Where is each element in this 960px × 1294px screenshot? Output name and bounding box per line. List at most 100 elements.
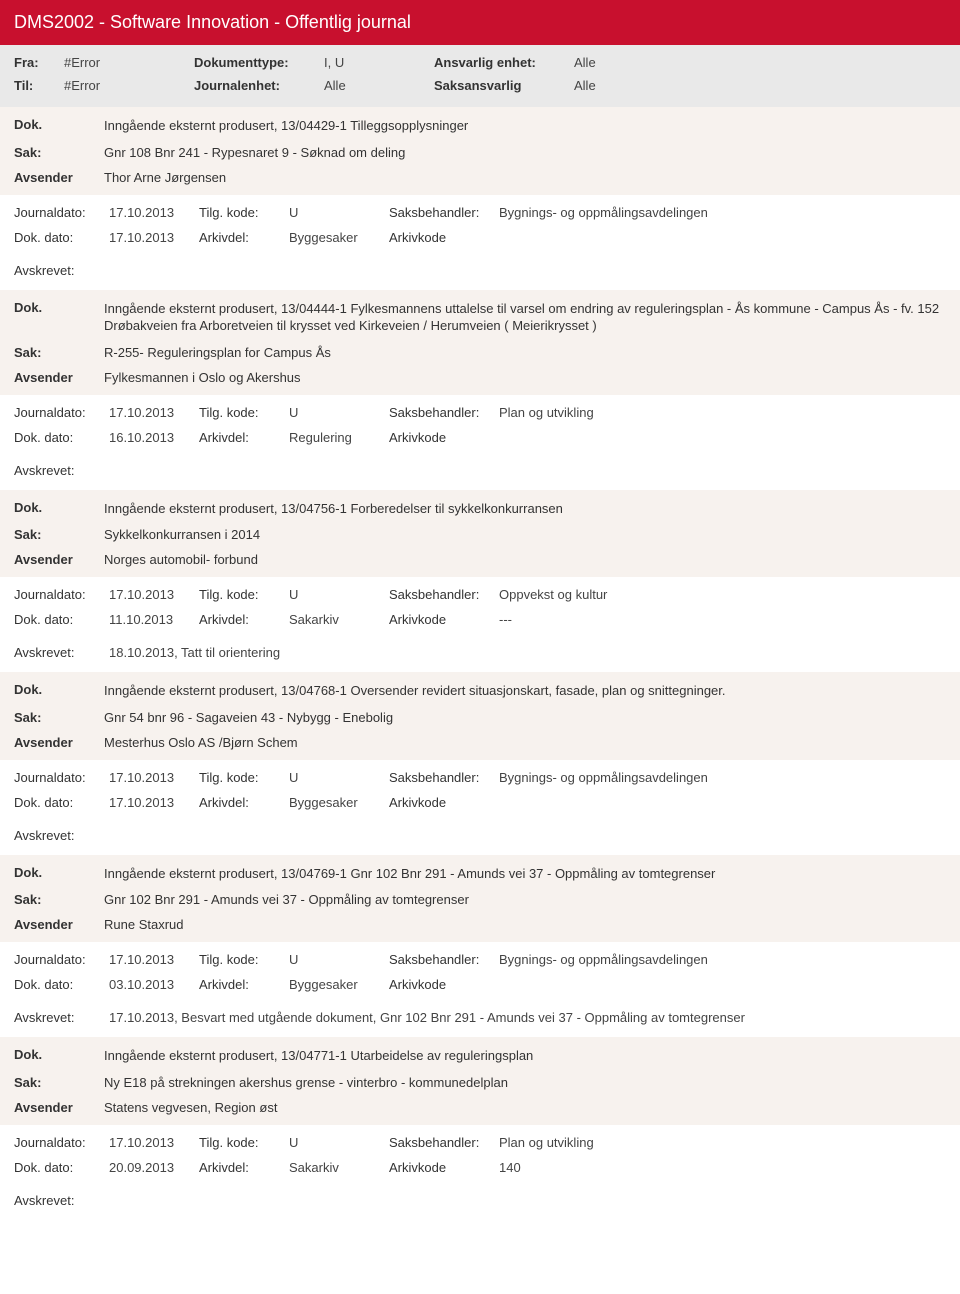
saksbehandler-label: Saksbehandler: — [389, 1135, 499, 1150]
saksbehandler-value: Bygnings- og oppmålingsavdelingen — [499, 205, 946, 220]
avskrevet-row: Avskrevet: 18.10.2013, Tatt til orienter… — [0, 637, 960, 672]
journal-entry: Dok. Inngående eksternt produsert, 13/04… — [0, 672, 960, 855]
saksbehandler-label: Saksbehandler: — [389, 587, 499, 602]
avskrevet-label: Avskrevet: — [14, 1193, 109, 1208]
entry-header: Dok. Inngående eksternt produsert, 13/04… — [0, 290, 960, 395]
sak-text: Gnr 54 bnr 96 - Sagaveien 43 - Nybygg - … — [104, 710, 946, 725]
avskrevet-row: Avskrevet: — [0, 255, 960, 290]
dokdato-value: 16.10.2013 — [109, 430, 199, 445]
dok-label: Dok. — [14, 865, 104, 880]
avskrevet-row: Avskrevet: — [0, 1185, 960, 1220]
saksansvarlig-value: Alle — [574, 78, 674, 93]
entry-header: Dok. Inngående eksternt produsert, 13/04… — [0, 490, 960, 578]
arkivdel-label: Arkivdel: — [199, 795, 289, 810]
sak-text: Gnr 102 Bnr 291 - Amunds vei 37 - Oppmål… — [104, 892, 946, 907]
journaldato-label: Journaldato: — [14, 405, 109, 420]
avsender-text: Rune Staxrud — [104, 917, 946, 932]
dokdato-value: 20.09.2013 — [109, 1160, 199, 1175]
arkivkode-label: Arkivkode — [389, 1160, 499, 1175]
entry-meta: Journaldato: 17.10.2013 Tilg. kode: U Sa… — [0, 760, 960, 820]
avsender-label: Avsender — [14, 552, 104, 567]
sak-label: Sak: — [14, 345, 104, 360]
arkivkode-value: --- — [499, 612, 946, 627]
journaldato-value: 17.10.2013 — [109, 770, 199, 785]
journaldato-label: Journaldato: — [14, 1135, 109, 1150]
avskrevet-value — [109, 263, 946, 278]
dok-label: Dok. — [14, 300, 104, 315]
journaldato-value: 17.10.2013 — [109, 587, 199, 602]
entry-header: Dok. Inngående eksternt produsert, 13/04… — [0, 672, 960, 760]
entry-meta: Journaldato: 17.10.2013 Tilg. kode: U Sa… — [0, 1125, 960, 1185]
avsender-label: Avsender — [14, 1100, 104, 1115]
dok-label: Dok. — [14, 682, 104, 697]
dok-text: Inngående eksternt produsert, 13/04769-1… — [104, 865, 946, 883]
avsender-text: Norges automobil- forbund — [104, 552, 946, 567]
dokdato-label: Dok. dato: — [14, 612, 109, 627]
tilgkode-value: U — [289, 587, 389, 602]
arkivdel-value: Sakarkiv — [289, 612, 389, 627]
page-header: DMS2002 - Software Innovation - Offentli… — [0, 0, 960, 45]
avskrevet-row: Avskrevet: — [0, 455, 960, 490]
saksbehandler-value: Plan og utvikling — [499, 405, 946, 420]
page-title: DMS2002 - Software Innovation - Offentli… — [14, 12, 411, 32]
dok-text: Inngående eksternt produsert, 13/04756-1… — [104, 500, 946, 518]
entry-header: Dok. Inngående eksternt produsert, 13/04… — [0, 1037, 960, 1125]
arkivdel-value: Sakarkiv — [289, 1160, 389, 1175]
tilgkode-label: Tilg. kode: — [199, 952, 289, 967]
saksansvarlig-label: Saksansvarlig — [434, 78, 564, 93]
avskrevet-value — [109, 1193, 946, 1208]
avsender-text: Mesterhus Oslo AS /Bjørn Schem — [104, 735, 946, 750]
journal-entry: Dok. Inngående eksternt produsert, 13/04… — [0, 855, 960, 1038]
sak-text: Sykkelkonkurransen i 2014 — [104, 527, 946, 542]
journal-entry: Dok. Inngående eksternt produsert, 13/04… — [0, 107, 960, 290]
avskrevet-label: Avskrevet: — [14, 828, 109, 843]
arkivkode-label: Arkivkode — [389, 977, 499, 992]
dokdato-label: Dok. dato: — [14, 1160, 109, 1175]
dok-text: Inngående eksternt produsert, 13/04771-1… — [104, 1047, 946, 1065]
tilgkode-label: Tilg. kode: — [199, 405, 289, 420]
arkivkode-label: Arkivkode — [389, 430, 499, 445]
arkivdel-value: Byggesaker — [289, 795, 389, 810]
arkivdel-value: Regulering — [289, 430, 389, 445]
avskrevet-label: Avskrevet: — [14, 263, 109, 278]
doktype-value: I, U — [324, 55, 424, 70]
ansvarlig-value: Alle — [574, 55, 674, 70]
dok-label: Dok. — [14, 500, 104, 515]
sak-label: Sak: — [14, 527, 104, 542]
journalenhet-value: Alle — [324, 78, 424, 93]
dokdato-value: 17.10.2013 — [109, 795, 199, 810]
dok-text: Inngående eksternt produsert, 13/04768-1… — [104, 682, 946, 700]
sak-label: Sak: — [14, 710, 104, 725]
journal-entry: Dok. Inngående eksternt produsert, 13/04… — [0, 290, 960, 490]
arkivdel-label: Arkivdel: — [199, 977, 289, 992]
journaldato-label: Journaldato: — [14, 770, 109, 785]
saksbehandler-value: Bygnings- og oppmålingsavdelingen — [499, 952, 946, 967]
journaldato-value: 17.10.2013 — [109, 405, 199, 420]
avskrevet-value: 17.10.2013, Besvart med utgående dokumen… — [109, 1010, 946, 1025]
arkivkode-label: Arkivkode — [389, 795, 499, 810]
dokdato-value: 11.10.2013 — [109, 612, 199, 627]
avsender-text: Statens vegvesen, Region øst — [104, 1100, 946, 1115]
avsender-text: Fylkesmannen i Oslo og Akershus — [104, 370, 946, 385]
avskrevet-value: 18.10.2013, Tatt til orientering — [109, 645, 946, 660]
avskrevet-row: Avskrevet: — [0, 820, 960, 855]
sak-text: Gnr 108 Bnr 241 - Rypesnaret 9 - Søknad … — [104, 145, 946, 160]
avsender-label: Avsender — [14, 917, 104, 932]
arkivdel-value: Byggesaker — [289, 230, 389, 245]
fra-label: Fra: — [14, 55, 54, 70]
journal-entry: Dok. Inngående eksternt produsert, 13/04… — [0, 1037, 960, 1220]
til-value: #Error — [64, 78, 184, 93]
til-label: Til: — [14, 78, 54, 93]
arkivdel-label: Arkivdel: — [199, 430, 289, 445]
tilgkode-label: Tilg. kode: — [199, 587, 289, 602]
journaldato-value: 17.10.2013 — [109, 1135, 199, 1150]
avskrevet-label: Avskrevet: — [14, 645, 109, 660]
avskrevet-value — [109, 463, 946, 478]
entry-meta: Journaldato: 17.10.2013 Tilg. kode: U Sa… — [0, 942, 960, 1002]
tilgkode-label: Tilg. kode: — [199, 205, 289, 220]
entry-meta: Journaldato: 17.10.2013 Tilg. kode: U Sa… — [0, 195, 960, 255]
sak-text: Ny E18 på strekningen akershus grense - … — [104, 1075, 946, 1090]
tilgkode-value: U — [289, 952, 389, 967]
avskrevet-row: Avskrevet: 17.10.2013, Besvart med utgåe… — [0, 1002, 960, 1037]
journal-entry: Dok. Inngående eksternt produsert, 13/04… — [0, 490, 960, 673]
